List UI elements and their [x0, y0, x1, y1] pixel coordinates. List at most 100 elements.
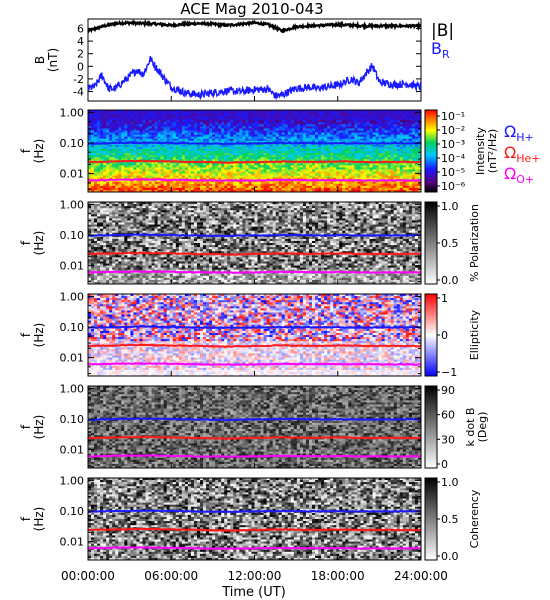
- spectrogram-cell: [308, 136, 313, 140]
- spectrogram-cell: [278, 112, 283, 115]
- spectrogram-cell: [327, 146, 331, 150]
- spectrogram-cell: [324, 159, 328, 162]
- spectrogram-cell: [342, 157, 346, 160]
- spectrogram-cell: [139, 179, 143, 183]
- spectrogram-cell: [342, 165, 346, 168]
- spectrogram-cell: [366, 114, 371, 117]
- spectrogram-cell: [348, 122, 352, 125]
- spectrogram-cell: [396, 138, 401, 142]
- spectrogram-cell: [127, 128, 131, 131]
- spectrogram-cell: [169, 142, 174, 146]
- spectrogram-cell: [103, 259, 107, 262]
- spectrogram-cell: [227, 155, 231, 158]
- spectrogram-cell: [100, 124, 104, 127]
- spectrogram-cell: [266, 144, 271, 148]
- spectrogram-cell: [318, 114, 322, 117]
- spectrogram-cell: [318, 136, 322, 140]
- spectrogram-cell: [115, 112, 119, 115]
- spectrogram-cell: [109, 238, 113, 242]
- spectrogram-cell: [333, 189, 337, 193]
- spectrogram-cell: [121, 277, 125, 281]
- spectrogram-cell: [109, 124, 113, 127]
- spectrogram-cell: [227, 157, 231, 160]
- spectrogram-cell: [327, 185, 331, 189]
- spectrogram-cell: [290, 177, 295, 181]
- spectrogram-cell: [281, 132, 286, 136]
- spectrogram-cell: [402, 187, 407, 191]
- spectrogram-cell: [266, 163, 271, 166]
- spectrogram-cell: [160, 167, 165, 170]
- spectrogram-cell: [112, 206, 116, 209]
- spectrogram-cell: [190, 112, 195, 115]
- spectrogram-cell: [115, 120, 119, 123]
- spectrogram-cell: [260, 165, 265, 168]
- spectrogram-cell: [257, 151, 262, 154]
- spectrogram-cell: [91, 130, 95, 134]
- spectrogram-cell: [372, 134, 377, 138]
- spectrogram-cell: [115, 255, 119, 258]
- spectrogram-cell: [151, 157, 156, 160]
- spectrogram-cell: [302, 167, 307, 170]
- spectrogram-cell: [330, 124, 334, 127]
- spectrogram-cell: [112, 216, 116, 219]
- spectrogram-cell: [118, 245, 122, 248]
- spectrogram-cell: [169, 120, 174, 123]
- spectrogram-cell: [112, 157, 116, 160]
- spectrogram-cell: [106, 243, 110, 246]
- spectrogram-cell: [284, 181, 289, 185]
- spectrogram-cell: [290, 118, 295, 121]
- spectrogram-cell: [166, 161, 171, 164]
- spectrogram-cell: [305, 153, 310, 156]
- spectrogram-cell: [166, 151, 171, 154]
- spectrogram-cell: [324, 138, 328, 142]
- spectrogram-cell: [181, 173, 186, 177]
- spectrogram-cell: [357, 126, 361, 129]
- spectrogram-cell: [330, 173, 334, 177]
- spectrogram-cell: [157, 169, 162, 172]
- spectrogram-cell: [387, 155, 392, 158]
- spectrogram-cell: [336, 122, 340, 125]
- spectrogram-cell: [308, 144, 313, 148]
- spectrogram-cell: [209, 151, 213, 154]
- spectrogram-cell: [327, 126, 331, 129]
- spectrogram-cell: [154, 114, 159, 117]
- spectrogram-cell: [336, 175, 340, 179]
- spectrogram-cell: [393, 136, 398, 140]
- spectrogram-cell: [254, 189, 259, 193]
- spectrogram-cell: [369, 112, 374, 115]
- spectrogram-cell: [130, 132, 134, 136]
- spectrogram-cell: [224, 114, 228, 117]
- spectrogram-cell: [103, 240, 107, 244]
- spectrogram-cell: [109, 163, 113, 166]
- spectrogram-cell: [278, 122, 283, 125]
- spectrogram-cell: [97, 269, 101, 273]
- spectrogram-cell: [172, 140, 177, 144]
- spectrogram-cell: [109, 179, 113, 183]
- spectrogram-cell: [351, 110, 355, 113]
- spectrogram-cell: [103, 228, 107, 232]
- spectrogram-cell: [387, 163, 392, 166]
- spectrogram-cell: [251, 155, 255, 158]
- spectrogram-cell: [321, 189, 325, 193]
- spectrogram-cell: [175, 171, 180, 175]
- spectrogram-cell: [257, 177, 262, 181]
- spectrogram-cell: [203, 112, 207, 115]
- spectrogram-cell: [200, 112, 204, 115]
- spectrogram-cell: [396, 159, 401, 162]
- spectrogram-cell: [312, 159, 316, 162]
- spectrogram-cell: [281, 110, 286, 113]
- spectrogram-cell: [151, 126, 156, 129]
- spectrogram-cell: [245, 112, 249, 115]
- spectrogram-cell: [121, 253, 125, 256]
- spectrogram-cell: [118, 122, 122, 125]
- spectrogram-cell: [239, 155, 243, 158]
- spectrogram-cell: [339, 134, 343, 138]
- spectrogram-cell: [196, 185, 201, 189]
- spectrogram-cell: [296, 165, 301, 168]
- spectrogram-cell: [169, 146, 174, 150]
- spectrogram-cell: [348, 155, 352, 158]
- spectrogram-cell: [224, 126, 228, 129]
- spectrogram-cell: [396, 120, 401, 123]
- spectrogram-cell: [342, 173, 346, 177]
- spectrogram-cell: [169, 112, 174, 115]
